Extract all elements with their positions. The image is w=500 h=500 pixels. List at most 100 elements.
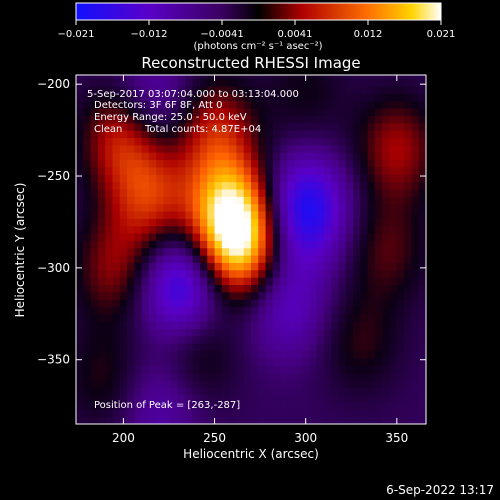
heatmap-cell bbox=[382, 306, 391, 315]
heatmap-cell bbox=[214, 210, 223, 219]
heatmap-cell bbox=[258, 100, 267, 109]
heatmap-cell bbox=[105, 225, 114, 234]
heatmap-cell bbox=[323, 130, 332, 139]
heatmap-cell bbox=[178, 108, 186, 117]
heatmap-cell bbox=[178, 93, 186, 102]
heatmap-cell bbox=[280, 93, 289, 102]
heatmap-cell bbox=[411, 86, 420, 94]
heatmap-cell bbox=[127, 225, 135, 234]
heatmap-cell bbox=[229, 174, 238, 183]
heatmap-cell bbox=[134, 159, 143, 168]
heatmap-cell bbox=[323, 306, 332, 315]
heatmap-cell bbox=[214, 350, 223, 359]
heatmap-cell bbox=[418, 394, 426, 403]
heatmap-cell bbox=[199, 328, 208, 337]
x-tick-label: 250 bbox=[203, 431, 226, 445]
heatmap-cell bbox=[360, 137, 369, 146]
heatmap-cell bbox=[302, 269, 310, 278]
heatmap-cell bbox=[382, 159, 391, 168]
heatmap-cell bbox=[265, 159, 274, 168]
heatmap-cell bbox=[192, 122, 201, 131]
heatmap-cell bbox=[141, 188, 150, 197]
heatmap-cell bbox=[389, 78, 398, 87]
heatmap-cell bbox=[83, 137, 92, 146]
heatmap-cell bbox=[389, 247, 398, 256]
heatmap-cell bbox=[207, 174, 216, 183]
heatmap-cell bbox=[76, 328, 84, 337]
heatmap-cell bbox=[214, 335, 223, 344]
heatmap-cell bbox=[280, 291, 289, 300]
heatmap-cell bbox=[192, 159, 201, 168]
heatmap-cell bbox=[353, 78, 361, 87]
heatmap-cell bbox=[367, 144, 376, 153]
heatmap-cell bbox=[178, 313, 186, 322]
heatmap-cell bbox=[251, 277, 259, 285]
heatmap-cell bbox=[287, 86, 296, 94]
heatmap-cell bbox=[105, 365, 114, 374]
heatmap-cell bbox=[170, 210, 179, 219]
heatmap-cell bbox=[323, 196, 332, 205]
heatmap-cell bbox=[382, 86, 391, 94]
heatmap-cell bbox=[382, 188, 391, 197]
heatmap-cell bbox=[294, 313, 303, 322]
heatmap-cell bbox=[302, 181, 310, 190]
heatmap-cell bbox=[374, 108, 383, 117]
heatmap-cell bbox=[236, 78, 245, 87]
heatmap-cell bbox=[134, 188, 143, 197]
heatmap-cell bbox=[353, 203, 361, 212]
heatmap-cell bbox=[367, 291, 376, 300]
heatmap-cell bbox=[272, 255, 281, 263]
heatmap-cell bbox=[294, 115, 303, 124]
heatmap-cell bbox=[76, 321, 84, 330]
heatmap-cell bbox=[199, 188, 208, 197]
heatmap-cell bbox=[148, 387, 157, 396]
heatmap-cell bbox=[374, 93, 383, 102]
heatmap-cell bbox=[141, 409, 150, 418]
heatmap-cell bbox=[280, 159, 289, 168]
heatmap-cell bbox=[367, 225, 376, 234]
heatmap-cell bbox=[338, 291, 347, 300]
heatmap-cell bbox=[360, 166, 369, 175]
heatmap-cell bbox=[199, 108, 208, 117]
heatmap-cell bbox=[119, 365, 128, 374]
heatmap-cell bbox=[309, 232, 318, 241]
heatmap-cell bbox=[265, 365, 274, 374]
heatmap-cell bbox=[236, 416, 245, 424]
heatmap-cell bbox=[353, 122, 361, 131]
heatmap-cell bbox=[156, 269, 165, 278]
heatmap-cell bbox=[97, 394, 106, 403]
heatmap-cell bbox=[367, 335, 376, 344]
heatmap-cell bbox=[105, 372, 114, 381]
heatmap-cell bbox=[214, 328, 223, 337]
heatmap-cell bbox=[178, 365, 186, 374]
heatmap-cell bbox=[229, 343, 238, 352]
heatmap-cell bbox=[170, 115, 179, 124]
heatmap-cell bbox=[127, 75, 135, 80]
heatmap-cell bbox=[396, 328, 405, 337]
heatmap-cell bbox=[199, 166, 208, 175]
heatmap-cell bbox=[272, 159, 281, 168]
heatmap-cell bbox=[105, 210, 114, 219]
heatmap-cell bbox=[229, 181, 238, 190]
heatmap-cell bbox=[331, 313, 340, 322]
heatmap-cell bbox=[345, 379, 354, 388]
heatmap-cell bbox=[105, 277, 114, 285]
heatmap-cell bbox=[251, 313, 259, 322]
heatmap-cell bbox=[229, 203, 238, 212]
heatmap-cell bbox=[396, 255, 405, 263]
heatmap-cell bbox=[163, 299, 172, 308]
heatmap-cell bbox=[389, 152, 398, 161]
heatmap-cell bbox=[243, 144, 252, 153]
heatmap-cell bbox=[148, 152, 157, 161]
heatmap-cell bbox=[396, 394, 405, 403]
heatmap-cell bbox=[272, 130, 281, 139]
heatmap-cell bbox=[404, 115, 413, 124]
heatmap-cell bbox=[302, 262, 310, 271]
heatmap-cell bbox=[309, 291, 318, 300]
heatmap-cell bbox=[229, 255, 238, 263]
heatmap-cell bbox=[236, 277, 245, 285]
heatmap-cell bbox=[127, 372, 135, 381]
heatmap-cell bbox=[287, 401, 296, 410]
heatmap-cell bbox=[294, 328, 303, 337]
heatmap-cell bbox=[134, 100, 143, 109]
